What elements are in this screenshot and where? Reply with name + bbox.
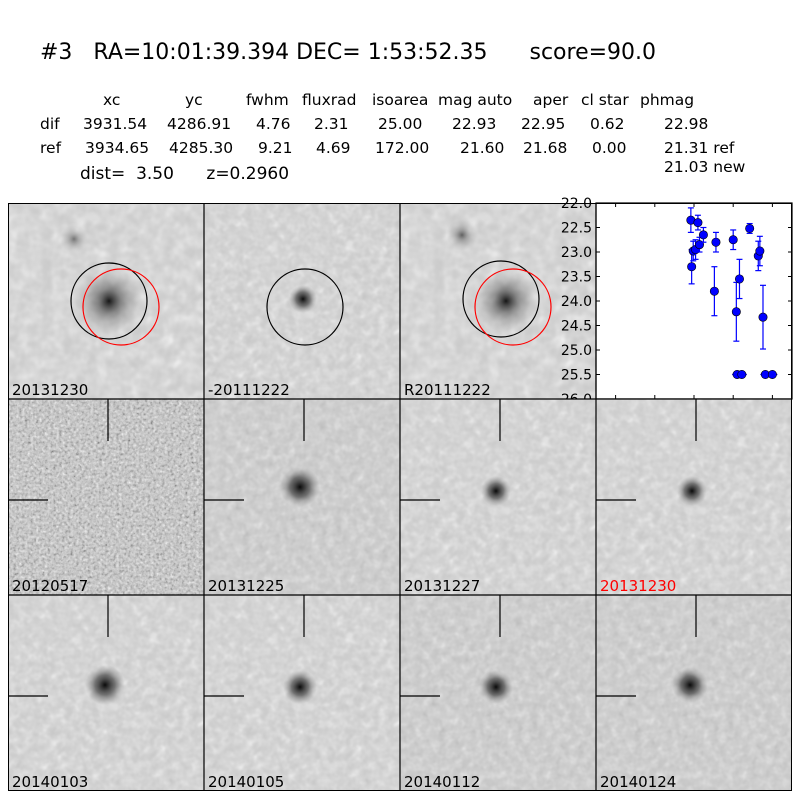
stamp-date-label: R20111222 (404, 381, 491, 399)
stamp-epoch: 20131227 (400, 399, 596, 595)
cell-value: 22.93 (452, 115, 497, 133)
stamp-image (400, 595, 596, 791)
y-tick-label: 25.5 (561, 368, 592, 384)
row-name: ref (40, 139, 62, 157)
candidate-id: #3 (40, 40, 73, 65)
stamp-date-label: -20111222 (208, 381, 290, 399)
cell-value: 172.00 (375, 139, 430, 157)
candidate-title: #3 RA=10:01:39.394 DEC= 1:53:52.35 score… (40, 40, 656, 65)
cell-value: 21.60 (460, 139, 505, 157)
stamp-image (204, 399, 400, 595)
col-header: mag auto (438, 91, 513, 109)
stamp-date-label: 20120517 (12, 577, 89, 595)
stamp-epoch: 20140105 (204, 595, 400, 791)
cell-value: 0.62 (590, 115, 625, 133)
stamp-epoch: 20140103 (8, 595, 204, 791)
stamp-date-label: 20131227 (404, 577, 481, 595)
stamp-image (204, 595, 400, 791)
stamp-date-label: 20140105 (208, 773, 285, 791)
stamp-epoch-current: 20131230 (596, 399, 792, 595)
distance-value: dist= 3.50 (80, 164, 174, 184)
cell-value: 21.31 ref (664, 139, 735, 157)
score-value: score=90.0 (529, 40, 657, 65)
cell-value: 0.00 (592, 139, 627, 157)
col-header: fwhm (246, 91, 289, 109)
col-header: xc (103, 91, 121, 109)
cell-value: 3931.54 (83, 115, 148, 133)
host-aperture-ring (462, 260, 540, 338)
stamp-date-label: 20131230 (12, 381, 89, 399)
data-point (693, 218, 703, 228)
data-point (698, 230, 708, 240)
y-tick-label: 23.0 (561, 245, 592, 261)
stamp-image (8, 399, 204, 595)
col-header: aper (533, 91, 569, 109)
data-point (731, 307, 741, 317)
data-point (755, 246, 765, 256)
data-point (711, 237, 721, 247)
cell-value: 4286.91 (167, 115, 232, 133)
host-aperture-ring (70, 262, 148, 340)
data-point (709, 286, 719, 296)
stamp-image (400, 399, 596, 595)
stamp-epoch: 20131225 (204, 399, 400, 595)
stamp-date-label: 20140112 (404, 773, 481, 791)
stamp-difference: -20111222 (204, 203, 400, 399)
detection-aperture-ring (82, 268, 160, 346)
stamp-epoch: 20120517 (8, 399, 204, 595)
col-header: isoarea (372, 91, 429, 109)
data-point (745, 223, 755, 233)
stamp-image (8, 203, 204, 399)
col-header: phmag (640, 91, 695, 109)
cell-value: 25.00 (378, 115, 423, 133)
ra-coordinate: RA=10:01:39.394 (93, 40, 290, 65)
stamp-date-label: 20140103 (12, 773, 89, 791)
detection-aperture-ring (474, 268, 552, 346)
y-tick-label: 22.5 (561, 221, 592, 237)
data-point (767, 370, 777, 380)
cell-value: 4.69 (316, 139, 351, 157)
col-header: yc (185, 91, 203, 109)
stamp-image (204, 203, 400, 399)
stamp-epoch: 20140124 (596, 595, 792, 791)
stamp-image (596, 399, 792, 595)
stamp-epoch: 20140112 (400, 595, 596, 791)
row-name: dif (40, 115, 60, 133)
y-tick-label: 23.5 (561, 270, 592, 286)
cell-value: 3934.65 (85, 139, 150, 157)
data-point (728, 235, 738, 245)
col-header: fluxrad (302, 91, 357, 109)
y-tick-label: 24.5 (561, 319, 592, 335)
stamp-new-epoch: 20131230 (8, 203, 204, 399)
stamp-image (400, 203, 596, 399)
y-tick-label: 25.0 (561, 343, 592, 359)
cell-value: 4285.30 (169, 139, 234, 157)
stamp-date-label: 20131225 (208, 577, 285, 595)
cell-value: 22.98 (664, 115, 709, 133)
data-point (758, 312, 768, 322)
stamp-date-label-current: 20131230 (600, 577, 677, 595)
cell-value: 21.68 (523, 139, 568, 157)
data-point (734, 274, 744, 284)
dec-coordinate: DEC= 1:53:52.35 (296, 40, 488, 65)
distance-redshift-line: dist= 3.50 z=0.2960 (80, 164, 289, 184)
y-tick-label: 24.0 (561, 294, 592, 310)
cell-value: 4.76 (256, 115, 291, 133)
detection-aperture-ring (266, 268, 344, 346)
redshift-value: z=0.2960 (206, 164, 290, 184)
col-header: cl star (581, 91, 629, 109)
cell-value: 22.95 (521, 115, 566, 133)
new-magnitude: 21.03 new (664, 158, 746, 176)
y-tick-label: 22.0 (561, 196, 592, 212)
data-point (737, 370, 747, 380)
cell-value: 2.31 (314, 115, 349, 133)
stamp-reference: R20111222 (400, 203, 596, 399)
stamp-image (596, 595, 792, 791)
stamp-date-label: 20140124 (600, 773, 677, 791)
stamp-image (8, 595, 204, 791)
data-point (687, 262, 697, 272)
cell-value: 9.21 (258, 139, 293, 157)
